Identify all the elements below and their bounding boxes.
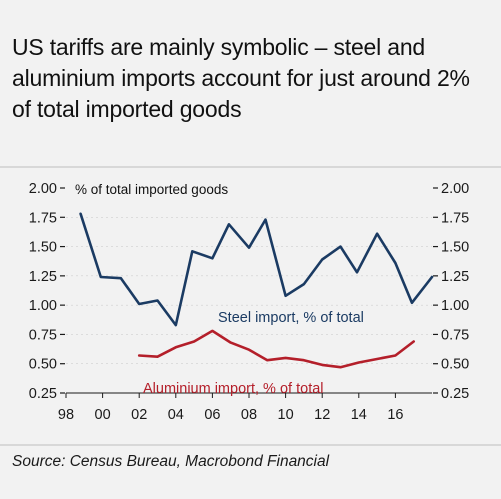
steel-series-line [79,212,434,327]
y-tick-label-left: 0.50 [29,357,57,373]
x-tick-label: 10 [278,407,294,423]
x-axis: 98 00 02 04 06 08 10 12 14 16 [58,392,432,423]
x-tick-label: 04 [168,407,184,423]
y-axis-right: 0.25 0.50 0.75 1.00 1.25 1.50 1.75 2.00 [433,181,469,402]
y-tick-label-left: 0.25 [29,386,57,402]
series-lines [79,212,434,369]
source-note: Source: Census Bureau, Macrobond Financi… [12,453,330,470]
x-tick-label: 02 [131,407,147,423]
x-tick-label: 08 [241,407,257,423]
y-tick-label-right: 0.50 [441,357,469,373]
y-axis-left: 0.25 0.50 0.75 1.00 1.25 1.50 1.75 2.00 [29,181,65,402]
y-tick-label-right: 1.75 [441,210,469,226]
gridlines [66,216,432,365]
y-tick-label-left: 1.50 [29,240,57,256]
y-tick-label-right: 2.00 [441,181,469,197]
y-tick-label-right: 1.25 [441,269,469,285]
x-tick-label: 06 [204,407,220,423]
y-tick-label-left: 1.75 [29,210,57,226]
chart-title: US tariffs are mainly symbolic – steel a… [12,34,470,122]
y-tick-label-right: 0.75 [441,327,469,343]
y-axis-label: % of total imported goods [75,182,228,197]
aluminium-series-label: Aluminium import, % of total [143,381,324,397]
y-tick-label-right: 0.25 [441,386,469,402]
x-tick-label: 98 [58,407,74,423]
aluminium-series-line [137,329,415,369]
y-tick-label-left: 2.00 [29,181,57,197]
x-tick-label: 14 [351,407,367,423]
y-tick-label-right: 1.50 [441,240,469,256]
y-tick-label-left: 1.25 [29,269,57,285]
x-tick-label: 16 [387,407,403,423]
x-tick-label: 00 [95,407,111,423]
x-tick-label: 12 [314,407,330,423]
y-tick-label-left: 1.00 [29,298,57,314]
steel-series-label: Steel import, % of total [218,310,364,326]
y-tick-label-left: 0.75 [29,327,57,343]
y-tick-label-right: 1.00 [441,298,469,314]
